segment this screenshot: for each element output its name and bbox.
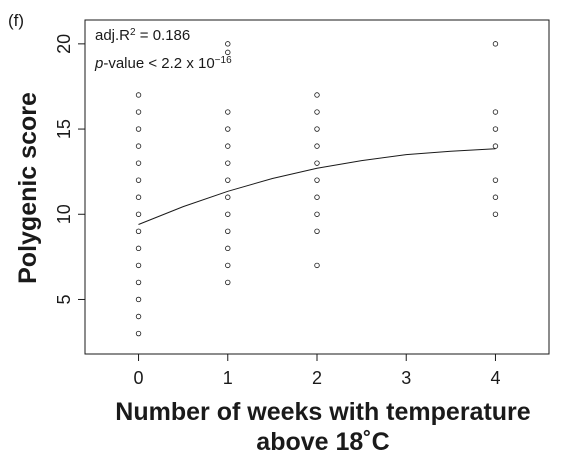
data-point xyxy=(314,109,320,115)
fit-curve xyxy=(138,148,496,225)
data-point xyxy=(225,228,231,235)
y-tick-label: 15 xyxy=(54,119,74,139)
data-point xyxy=(492,109,499,115)
data-point xyxy=(225,41,231,47)
data-point xyxy=(314,211,320,217)
data-point xyxy=(135,330,142,337)
data-point xyxy=(135,92,142,98)
data-points xyxy=(135,41,499,337)
data-point xyxy=(135,143,142,149)
data-point xyxy=(135,262,142,269)
data-point xyxy=(135,109,142,115)
data-point xyxy=(492,211,499,217)
data-point xyxy=(492,177,499,183)
data-point xyxy=(225,211,231,217)
data-point xyxy=(135,296,142,303)
data-point xyxy=(225,177,231,183)
p-text: -value < 2.2 x 10 xyxy=(103,55,214,72)
data-point xyxy=(314,92,320,98)
data-point xyxy=(314,160,320,166)
data-point xyxy=(225,143,231,149)
y-tick-label: 20 xyxy=(54,34,74,54)
x-axis: 0 1 2 3 4 xyxy=(134,354,500,388)
data-point xyxy=(314,262,320,269)
data-point xyxy=(135,160,142,166)
panel-label: (f) xyxy=(8,11,24,30)
y-axis-title: Polygenic score xyxy=(14,92,42,284)
data-point xyxy=(135,194,142,200)
data-point xyxy=(135,313,142,320)
data-point xyxy=(314,126,320,132)
x-axis-title-line1: Number of weeks with temperature xyxy=(115,398,530,426)
r2-value: = 0.186 xyxy=(136,27,191,44)
y-tick-label: 10 xyxy=(54,204,74,224)
x-tick-label: 4 xyxy=(490,368,500,388)
data-point xyxy=(492,143,499,149)
data-point xyxy=(135,245,142,252)
annotation-pvalue: p-value < 2.2 x 10−16 xyxy=(94,55,232,73)
data-point xyxy=(225,279,231,286)
data-point xyxy=(314,228,320,235)
data-point xyxy=(492,41,499,47)
annotation-r2: adj.R2 = 0.186 xyxy=(95,27,190,45)
data-point xyxy=(314,194,320,200)
data-point xyxy=(225,160,231,166)
y-tick-label: 5 xyxy=(54,294,74,304)
data-point xyxy=(225,262,231,269)
x-axis-title-line2: above 18˚C xyxy=(256,428,389,456)
data-point xyxy=(225,126,231,132)
data-point xyxy=(225,245,231,252)
data-point xyxy=(492,194,499,200)
p-italic: p xyxy=(94,55,103,72)
r2-superscript: 2 xyxy=(130,27,136,38)
data-point xyxy=(225,194,231,200)
data-point xyxy=(135,126,142,132)
x-tick-label: 0 xyxy=(134,368,144,388)
data-point xyxy=(135,177,142,183)
svg-text:p-value < 2.2 x 10−16: p-value < 2.2 x 10−16 xyxy=(94,55,232,73)
data-point xyxy=(135,279,142,286)
p-superscript: −16 xyxy=(215,55,232,66)
svg-text:adj.R2 = 0.186: adj.R2 = 0.186 xyxy=(95,27,190,45)
data-point xyxy=(492,126,499,132)
x-tick-label: 3 xyxy=(401,368,411,388)
data-point xyxy=(135,228,142,235)
data-point xyxy=(225,109,231,115)
data-point xyxy=(314,177,320,183)
data-point xyxy=(314,143,320,149)
data-point xyxy=(135,211,142,217)
r2-prefix: adj.R xyxy=(95,27,130,44)
x-tick-label: 2 xyxy=(312,368,322,388)
data-point xyxy=(225,49,231,56)
x-tick-label: 1 xyxy=(223,368,233,388)
y-axis: 5 10 15 20 xyxy=(54,34,85,304)
